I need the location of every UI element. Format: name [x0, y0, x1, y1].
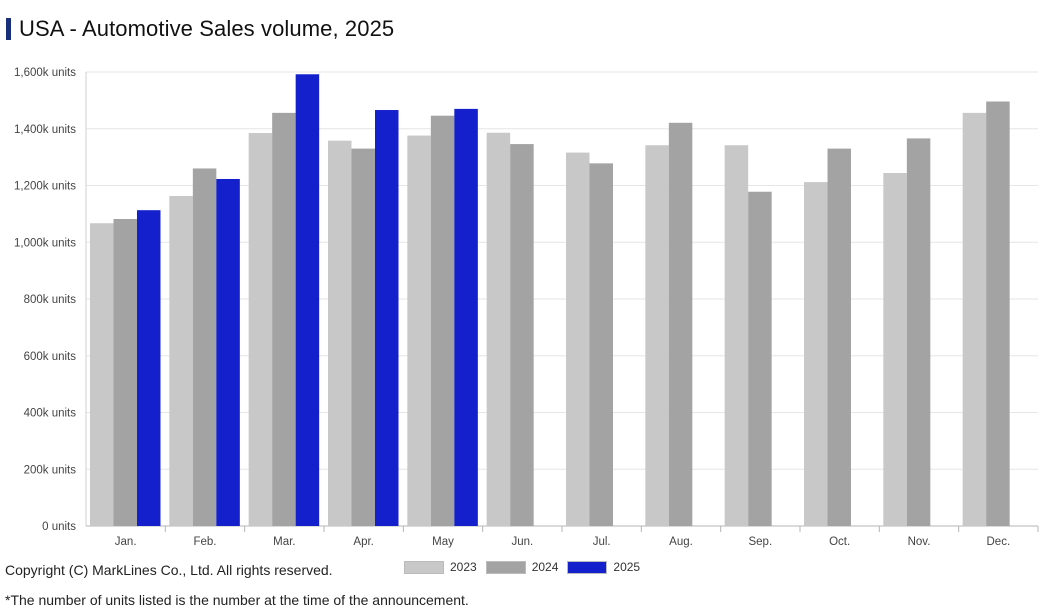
bar-2025-apr — [375, 110, 399, 527]
chart-title: USA - Automotive Sales volume, 2025 — [19, 16, 395, 41]
y-tick-label: 1,000k units — [14, 237, 76, 249]
bar-2024-jun — [510, 144, 534, 526]
bar-2024-oct — [827, 148, 851, 527]
bar-2023-sep — [724, 145, 749, 526]
x-tick-label: Oct. — [829, 536, 850, 548]
x-tick-label: Mar. — [273, 536, 295, 548]
chart-legend: 2023 2024 2025 — [404, 560, 649, 574]
y-tick-label: 800k units — [24, 294, 77, 306]
bar-2023-dec — [962, 112, 987, 527]
x-tick-label: Sep. — [748, 536, 772, 548]
bar-2024-jul — [589, 163, 613, 526]
bar-2023-mar — [248, 133, 273, 526]
legend-swatch-2023 — [404, 560, 444, 574]
y-tick-label: 0 units — [42, 521, 76, 533]
y-tick-label: 1,400k units — [14, 124, 76, 136]
legend-item-2024[interactable]: 2024 — [485, 560, 559, 574]
x-tick-label: Feb. — [193, 536, 216, 548]
bar-2024-aug — [668, 122, 693, 526]
bar-2025-jan — [137, 210, 161, 526]
bar-2023-nov — [883, 173, 907, 526]
legend-label-2024: 2024 — [531, 560, 559, 574]
bar-chart: 0 units 200k units 400k units 600k units 800… — [14, 67, 1039, 548]
announcement-note: *The number of units listed is the numbe… — [5, 592, 469, 608]
bar-2024-mar — [272, 112, 296, 527]
x-tick-label: Nov. — [908, 536, 931, 548]
bar-2025-may — [454, 108, 478, 526]
bar-2024-apr — [351, 148, 375, 527]
bar-2023-oct — [804, 182, 828, 526]
bar-2024-dec — [986, 101, 1010, 526]
chart-title-block: USA - Automotive Sales volume, 2025 — [6, 16, 394, 42]
y-tick-label: 1,600k units — [14, 67, 76, 79]
bar-2024-jan — [113, 218, 137, 527]
legend-item-2023[interactable]: 2023 — [404, 560, 477, 574]
y-tick-label: 200k units — [24, 464, 77, 476]
x-tick-label: Dec. — [987, 536, 1011, 548]
legend-item-2025[interactable]: 2025 — [567, 560, 640, 574]
x-tick-label: Jun. — [511, 536, 533, 548]
bar-2025-mar — [295, 74, 320, 527]
bar-2023-apr — [328, 140, 352, 527]
x-tick-label: May — [432, 536, 454, 548]
legend-swatch-2025 — [567, 560, 608, 574]
y-tick-label: 600k units — [24, 351, 77, 363]
bar-2025-feb — [216, 178, 240, 526]
bar-2023-jun — [486, 132, 511, 526]
title-accent-bar — [6, 18, 11, 40]
x-tick-label: Jan. — [115, 536, 137, 548]
bar-2023-jan — [90, 223, 114, 526]
x-tick-label: Aug. — [669, 536, 693, 548]
legend-label-2025: 2025 — [613, 560, 641, 574]
bar-2024-may — [430, 115, 455, 526]
x-tick-label: Jul. — [593, 536, 611, 548]
bar-2023-feb — [169, 195, 193, 526]
y-tick-label: 400k units — [24, 408, 77, 420]
bar-2024-nov — [906, 138, 931, 526]
x-tick-label: Apr. — [353, 536, 373, 548]
legend-label-2023: 2023 — [450, 560, 477, 574]
copyright-text: Copyright (C) MarkLines Co., Ltd. All ri… — [5, 562, 333, 578]
bar-2023-aug — [645, 145, 669, 526]
bar-2023-jul — [566, 152, 590, 526]
bar-2023-may — [407, 135, 431, 526]
bar-2024-sep — [748, 191, 772, 526]
y-tick-label: 1,200k units — [14, 181, 76, 193]
bar-2024-feb — [192, 168, 217, 526]
legend-swatch-2024 — [485, 560, 526, 574]
